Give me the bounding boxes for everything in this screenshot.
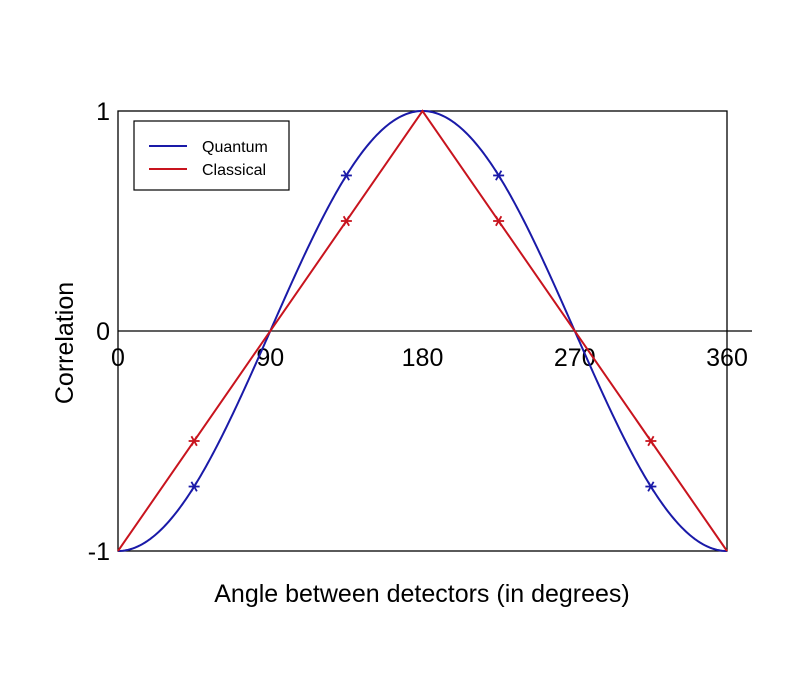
y-tick-label: -1 bbox=[88, 538, 110, 566]
marker-quantum bbox=[645, 481, 657, 492]
y-tick-label: 0 bbox=[96, 318, 110, 346]
x-tick-label: 270 bbox=[554, 344, 596, 372]
x-tick-label: 90 bbox=[256, 344, 284, 372]
x-tick-labels: 0 90 180 270 360 bbox=[111, 344, 748, 372]
marker-classical bbox=[645, 435, 657, 447]
legend-label-quantum: Quantum bbox=[202, 139, 268, 156]
marker-classical bbox=[340, 215, 352, 227]
series-markers bbox=[188, 170, 657, 492]
y-tick-labels: 1 0 -1 bbox=[88, 98, 110, 566]
x-axis-label: Angle between detectors (in degrees) bbox=[214, 580, 630, 608]
marker-quantum bbox=[188, 481, 200, 492]
marker-quantum bbox=[340, 170, 352, 181]
marker-classical bbox=[188, 435, 200, 447]
series-lines bbox=[117, 109, 728, 552]
legend-label-classical: Classical bbox=[202, 162, 266, 179]
x-tick-label: 360 bbox=[706, 344, 748, 372]
series-line-classical bbox=[117, 109, 728, 552]
marker-quantum bbox=[493, 170, 505, 181]
x-tick-label: 180 bbox=[402, 344, 444, 372]
y-axis-label: Correlation bbox=[51, 282, 79, 404]
legend-box bbox=[133, 120, 290, 191]
y-tick-label: 1 bbox=[96, 98, 110, 126]
marker-classical bbox=[493, 215, 505, 227]
legend: Quantum Classical bbox=[133, 120, 290, 191]
x-tick-label: 0 bbox=[111, 344, 125, 372]
